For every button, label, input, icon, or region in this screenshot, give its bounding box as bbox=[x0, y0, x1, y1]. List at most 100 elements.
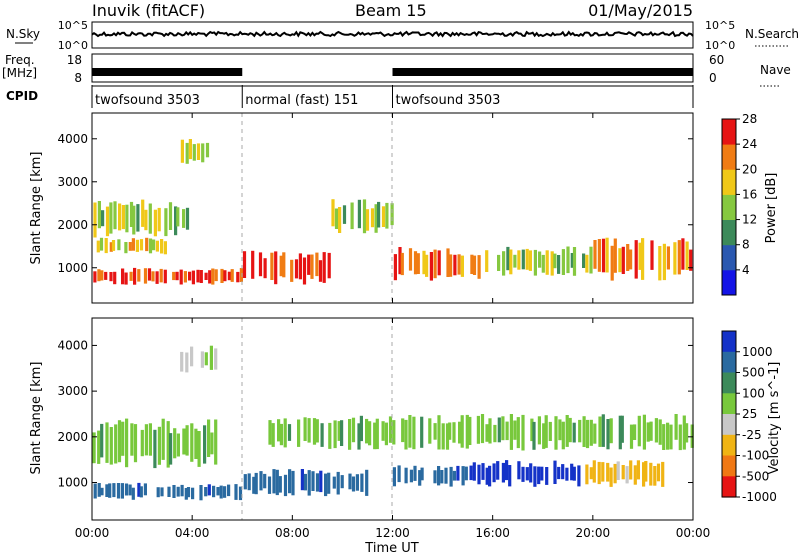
echo-cell bbox=[357, 423, 361, 450]
echo-cell bbox=[333, 420, 337, 449]
echo-cell bbox=[288, 469, 292, 494]
echo-cell bbox=[100, 487, 104, 496]
colorbar-frame bbox=[721, 118, 737, 296]
echo-cell bbox=[545, 250, 549, 275]
x-tick-label: 00:00 bbox=[75, 526, 110, 540]
echo-cell bbox=[300, 469, 304, 491]
colorbar-tick-label: 24 bbox=[742, 137, 757, 151]
echo-cell bbox=[322, 252, 326, 283]
echo-cell bbox=[219, 485, 223, 499]
echo-cell bbox=[135, 239, 139, 252]
echo-cell bbox=[585, 254, 589, 273]
echo-cell bbox=[125, 204, 129, 233]
beam-title: Beam 15 bbox=[355, 1, 427, 20]
echo-cell bbox=[283, 418, 287, 448]
colorbar-swatch bbox=[722, 455, 736, 477]
echo-cell bbox=[485, 424, 489, 442]
echo-cell bbox=[157, 426, 161, 465]
echo-cell bbox=[626, 244, 630, 271]
colorbar-tick-label: -1000 bbox=[742, 490, 777, 504]
echo-cell bbox=[156, 487, 160, 498]
colorbar-swatch bbox=[722, 269, 736, 296]
colorbar-swatch bbox=[722, 144, 736, 170]
echo-cell bbox=[493, 424, 497, 443]
power-y-axis: 1000 2000 3000 4000 bbox=[57, 132, 693, 275]
echo-cell bbox=[137, 269, 141, 282]
echo-cell bbox=[658, 419, 662, 445]
echo-cell bbox=[227, 484, 231, 497]
velocity-panel: 1000 2000 3000 4000 Slant Range [km] bbox=[29, 317, 694, 521]
echo-cell bbox=[662, 243, 666, 281]
echo-cell bbox=[497, 417, 501, 443]
cpid-label: CPID bbox=[6, 89, 38, 103]
echo-cell bbox=[176, 433, 180, 457]
echo-cell bbox=[157, 207, 161, 232]
echo-cell bbox=[557, 466, 561, 480]
echo-cell bbox=[433, 423, 437, 440]
colorbar-swatch bbox=[722, 393, 736, 415]
echo-cell bbox=[425, 254, 429, 277]
echo-cell bbox=[185, 142, 189, 164]
colorbar-swatch bbox=[722, 194, 736, 220]
x-axis-label: Time UT bbox=[364, 541, 418, 554]
echo-cell bbox=[279, 423, 283, 446]
echo-cell bbox=[422, 250, 426, 275]
echo-cell bbox=[307, 254, 311, 275]
echo-cell bbox=[521, 249, 525, 270]
echo-cell bbox=[208, 270, 212, 284]
echo-cell bbox=[331, 199, 335, 227]
echo-cell bbox=[315, 473, 320, 492]
echo-cell bbox=[404, 467, 408, 484]
colorbar-tick-label: 20 bbox=[742, 162, 757, 176]
echo-cell bbox=[542, 423, 546, 449]
echo-cell bbox=[197, 431, 201, 467]
velocity-y-label: Slant Range [km] bbox=[29, 362, 44, 475]
echo-cell bbox=[108, 483, 112, 498]
echo-cell bbox=[121, 205, 125, 230]
echo-cell bbox=[629, 249, 633, 270]
echo-cell bbox=[375, 418, 379, 450]
echo-cell bbox=[629, 424, 634, 449]
nsearch-tick-top: 10^5 bbox=[705, 19, 735, 32]
echo-cell bbox=[677, 240, 681, 275]
freq-tick-bottom: 8 bbox=[74, 71, 82, 85]
echo-cell bbox=[312, 418, 317, 445]
power-echo-data bbox=[93, 139, 693, 285]
echo-cell bbox=[654, 418, 658, 443]
colorbar-tick-label: -25 bbox=[742, 428, 762, 442]
echo-cell bbox=[597, 239, 601, 272]
echo-cell bbox=[294, 259, 299, 279]
echo-cell bbox=[444, 467, 448, 484]
echo-cell bbox=[199, 270, 203, 283]
cpid-segment-label: normal (fast) 151 bbox=[245, 93, 358, 108]
echo-cell bbox=[342, 205, 347, 224]
echo-cell bbox=[109, 272, 113, 282]
echo-cell bbox=[176, 486, 180, 497]
echo-cell bbox=[97, 483, 101, 497]
echo-cell bbox=[678, 424, 682, 451]
echo-cell bbox=[513, 420, 517, 440]
echo-cell bbox=[441, 423, 445, 450]
nsky-panel: N.Sky 10^5 10^0 10^5 10^0 N.Search bbox=[6, 19, 799, 52]
echo-cell bbox=[452, 470, 456, 481]
nave-label: Nave bbox=[760, 63, 791, 77]
y-tick-label: 2000 bbox=[57, 430, 88, 444]
echo-cell bbox=[153, 209, 157, 237]
cpid-segment-label: twofsound 3503 bbox=[396, 93, 501, 108]
echo-cell bbox=[190, 346, 194, 367]
echo-cell bbox=[609, 418, 613, 444]
echo-cell bbox=[105, 206, 110, 237]
echo-cell bbox=[458, 421, 462, 444]
echo-cell bbox=[398, 247, 402, 275]
echo-cell bbox=[428, 418, 432, 444]
echo-cell bbox=[161, 418, 165, 460]
echo-cell bbox=[153, 429, 157, 469]
echo-cell bbox=[155, 271, 159, 284]
echo-cell bbox=[302, 257, 307, 285]
echo-cell bbox=[616, 461, 620, 480]
echo-cell bbox=[116, 483, 121, 499]
echo-cell bbox=[336, 471, 340, 495]
nsearch-tick-bottom: 10^0 bbox=[705, 39, 735, 52]
echo-cell bbox=[412, 416, 416, 450]
colorbar-tick-label: 16 bbox=[742, 187, 757, 201]
